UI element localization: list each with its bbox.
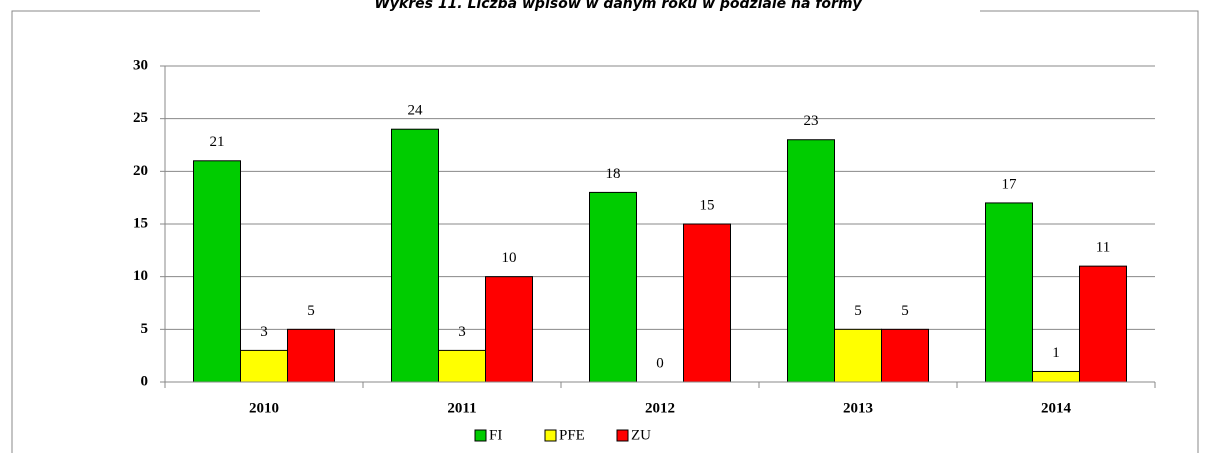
y-tick-label: 5 [141,321,149,337]
data-label: 5 [854,303,862,319]
bar [1032,370,1080,383]
chart-title: Wykres 11. Liczba wpisów w danym roku w … [374,0,862,12]
data-label: 5 [307,303,315,319]
y-tick-label: 0 [141,373,149,389]
bar [485,276,533,383]
legend-swatch [544,429,557,442]
bar [787,139,835,383]
data-label: 3 [260,324,268,340]
bar [391,128,439,383]
data-label: 24 [408,103,424,119]
data-label: 5 [901,303,909,319]
bar [881,328,929,383]
data-label: 10 [502,250,517,266]
x-tick-label: 2013 [843,400,873,416]
y-tick-label: 15 [133,215,148,231]
legend-swatch [616,429,629,442]
data-label: 15 [700,197,715,213]
bar [834,328,882,383]
legend-label: ZU [631,427,651,443]
data-label: 3 [458,324,466,340]
data-label: 11 [1096,240,1110,256]
data-label: 17 [1002,176,1018,192]
y-tick-label: 25 [133,110,148,126]
data-label: 1 [1052,345,1060,361]
x-tick-label: 2010 [249,400,279,416]
bar [1079,265,1127,383]
x-tick-label: 2012 [645,400,675,416]
data-label: 0 [656,355,664,371]
x-tick-label: 2014 [1041,400,1072,416]
legend-label: FI [489,427,502,443]
legend-label: PFE [559,427,585,443]
bar [683,223,731,383]
x-tick-label: 2011 [447,400,476,416]
data-label: 23 [804,113,819,129]
bar [589,191,637,383]
y-tick-label: 30 [133,57,148,73]
y-tick-label: 10 [133,268,148,284]
data-label: 21 [210,134,225,150]
data-label: 18 [606,166,621,182]
bar [287,328,335,383]
bar [193,160,241,383]
bar [240,349,288,383]
legend-swatch [474,429,487,442]
bar [438,349,486,383]
bar [985,202,1033,383]
title-backdrop [260,0,980,18]
y-tick-label: 20 [133,163,148,179]
